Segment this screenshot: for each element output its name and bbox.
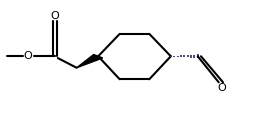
Text: O: O <box>51 11 59 21</box>
Text: O: O <box>218 83 226 93</box>
Polygon shape <box>77 55 103 68</box>
Text: O: O <box>24 51 33 61</box>
